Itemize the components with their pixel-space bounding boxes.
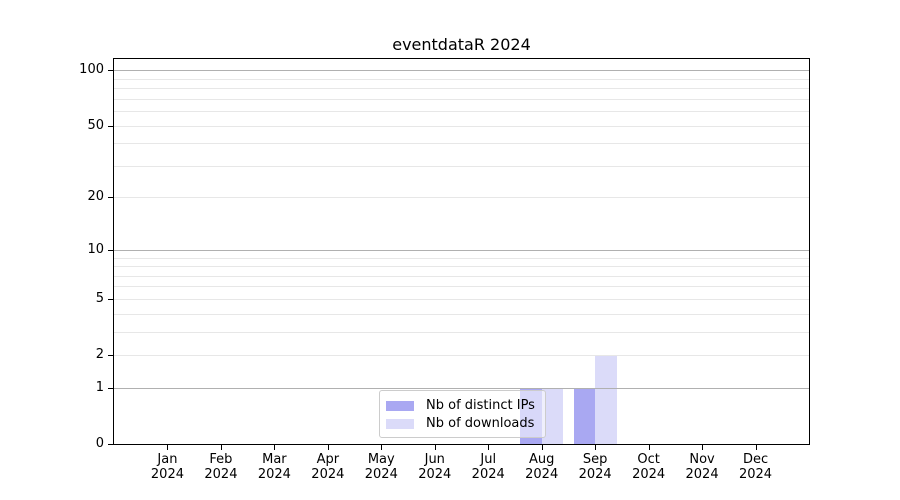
minor-gridline (114, 298, 809, 300)
y-tick-label: 50 (87, 117, 104, 133)
x-tick-label-jan: Jan 2024 (135, 452, 199, 482)
x-tick-year: 2024 (257, 467, 291, 482)
major-gridline (114, 249, 809, 251)
minor-gridline (114, 331, 809, 333)
y-tick-label: 1 (95, 379, 104, 395)
x-tick-label-feb: Feb 2024 (189, 452, 253, 482)
x-tick-year: 2024 (738, 467, 773, 482)
y-tick (108, 70, 113, 72)
legend-label: Nb of downloads (426, 416, 535, 431)
y-tick (108, 387, 113, 389)
x-tick-label-mar: Mar 2024 (242, 452, 306, 482)
minor-gridline (114, 111, 809, 113)
x-tick (381, 445, 383, 450)
x-tick-label-may: May 2024 (349, 452, 413, 482)
y-tick-label: 2 (95, 347, 104, 363)
x-tick-year: 2024 (685, 467, 719, 482)
legend-label: Nb of distinct IPs (426, 398, 535, 413)
x-tick (327, 445, 329, 450)
x-tick (220, 445, 222, 450)
x-tick-year: 2024 (418, 467, 452, 482)
x-tick (274, 445, 276, 450)
y-tick-label: 0 (95, 436, 104, 451)
bar-sep-downloads (595, 355, 617, 444)
x-tick-year: 2024 (150, 467, 184, 482)
x-tick-label-dec: Dec 2024 (724, 452, 788, 482)
y-tick-label: 100 (79, 62, 104, 78)
chart-title: eventdataR 2024 (392, 35, 531, 54)
y-tick-label: 20 (87, 189, 104, 205)
y-tick (108, 249, 113, 251)
y-tick (108, 197, 113, 199)
x-tick-year: 2024 (311, 467, 345, 482)
x-tick-label-apr: Apr 2024 (296, 452, 360, 482)
x-tick (755, 445, 757, 450)
minor-gridline (114, 125, 809, 127)
y-tick (108, 298, 113, 300)
legend: Nb of distinct IPs Nb of downloads (379, 390, 546, 438)
x-tick (648, 445, 650, 450)
y-tick-label: 10 (87, 241, 104, 257)
x-tick-year: 2024 (204, 467, 238, 482)
x-tick-year: 2024 (471, 467, 505, 482)
minor-gridline (114, 257, 809, 259)
grid-layer (114, 59, 809, 444)
x-tick (167, 445, 169, 450)
x-tick (702, 445, 704, 450)
minor-gridline (114, 165, 809, 167)
x-tick-year: 2024 (632, 467, 666, 482)
minor-gridline (114, 143, 809, 145)
distinct-ips-swatch (386, 401, 414, 411)
x-tick-year: 2024 (525, 467, 559, 482)
legend-item-downloads: Nb of downloads (386, 415, 537, 433)
major-gridline (114, 70, 809, 72)
legend-item-distinct-ips: Nb of distinct IPs (386, 397, 537, 415)
minor-gridline (114, 98, 809, 100)
y-tick (108, 125, 113, 127)
minor-gridline (114, 197, 809, 199)
minor-gridline (114, 355, 809, 357)
y-tick (108, 355, 113, 357)
x-tick-label-jun: Jun 2024 (403, 452, 467, 482)
x-tick (595, 445, 597, 450)
minor-gridline (114, 78, 809, 80)
x-tick-year: 2024 (578, 467, 612, 482)
minor-gridline (114, 266, 809, 268)
major-gridline (114, 387, 809, 389)
y-tick (108, 444, 113, 445)
downloads-swatch (386, 419, 414, 429)
x-tick-label-nov: Nov 2024 (670, 452, 734, 482)
minor-gridline (114, 275, 809, 277)
x-tick (434, 445, 436, 450)
x-tick (488, 445, 490, 450)
minor-gridline (114, 88, 809, 90)
x-tick-year: 2024 (364, 467, 398, 482)
bar-sep-distinct-ips (573, 387, 596, 444)
minor-gridline (114, 286, 809, 288)
x-tick (541, 445, 543, 450)
x-tick-label-aug: Aug 2024 (510, 452, 574, 482)
y-tick-label: 5 (95, 290, 104, 306)
bar-aug-downloads (541, 387, 564, 444)
x-tick-label-sep: Sep 2024 (563, 452, 627, 482)
x-tick-label-oct: Oct 2024 (617, 452, 681, 482)
minor-gridline (114, 313, 809, 315)
plot-area: Nb of distinct IPs Nb of downloads (113, 58, 810, 445)
x-tick-label-jul: Jul 2024 (456, 452, 520, 482)
